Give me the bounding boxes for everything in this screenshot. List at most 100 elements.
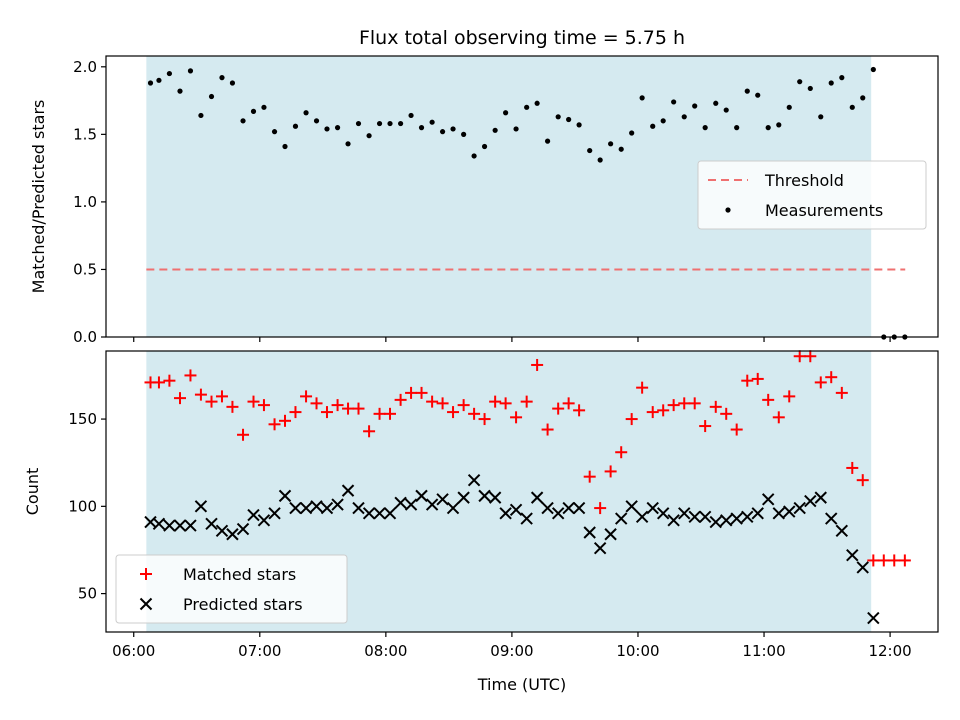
predicted-star-point: [698, 510, 712, 524]
predicted-star-point-b: [415, 489, 428, 503]
predicted-star-point: [625, 500, 638, 513]
predicted-star-point-b: [625, 500, 638, 513]
matched-star-point: [215, 390, 228, 403]
predicted-star-point: [772, 507, 785, 520]
matched-star-point: [310, 397, 323, 410]
predicted-star-point-b: [783, 505, 796, 518]
predicted-star-point-b: [867, 611, 880, 625]
measurement-point: [597, 157, 603, 163]
measurement-point: [650, 123, 656, 129]
predicted-star-point: [541, 501, 554, 515]
matched-star-point: [898, 554, 911, 567]
predicted-star-point-b: [173, 519, 187, 532]
measurement-point: [429, 119, 435, 125]
predicted-star-point: [257, 514, 271, 527]
predicted-star-point: [583, 526, 596, 539]
predicted-star-point: [688, 510, 701, 524]
predicted-star-point: [572, 501, 586, 515]
predicted-star-point: [184, 519, 197, 532]
measurement-point: [166, 70, 173, 77]
predicted-star-point-b: [846, 548, 859, 562]
predicted-star-point-b: [656, 507, 670, 520]
measurement-point: [723, 107, 729, 113]
ratio-panel: 0.00.51.01.52.0 Matched/Predicted stars …: [29, 55, 939, 346]
matched-star-point: [688, 397, 701, 410]
matched-star-point: [583, 470, 596, 483]
predicted-star-point-b: [278, 489, 292, 503]
matched-star-point: [342, 402, 355, 415]
predicted-star-point: [404, 498, 418, 511]
predicted-star-point-b: [730, 512, 743, 525]
predicted-star-point: [814, 491, 827, 504]
matched-star-point: [384, 407, 397, 420]
measurement-point: [566, 116, 572, 123]
measurement-point: [713, 100, 719, 106]
measurement-point: [366, 133, 372, 139]
predicted-star-point-b: [835, 524, 849, 537]
measurement-point: [870, 66, 876, 73]
predicted-star-point: [446, 501, 460, 515]
matched-star-point: [835, 386, 848, 399]
predicted-star-point-b: [772, 507, 785, 520]
measurement-point: [240, 118, 246, 124]
predicted-star-point-b: [226, 528, 239, 541]
matched-star-point: [730, 423, 743, 436]
predicted-star-point-b: [215, 524, 229, 537]
predicted-star-point: [741, 510, 754, 524]
measurement-point: [818, 114, 824, 120]
predicted-star-point: [268, 507, 281, 520]
measurement-point: [334, 125, 341, 131]
measurement-point: [692, 103, 698, 109]
predicted-star-point: [310, 500, 323, 513]
predicted-star-point-b: [604, 528, 617, 541]
predicted-star-point-b: [247, 508, 260, 522]
matched-star-point: [415, 386, 428, 399]
x-axis-label: Time (UTC): [477, 675, 566, 694]
predicted-star-point-b: [236, 522, 250, 536]
measurement-point: [576, 122, 582, 128]
predicted-star-point-b: [530, 491, 544, 504]
predicted-star-point-b: [520, 512, 533, 525]
ratio-axes-frame: [105, 55, 939, 338]
measurement-point: [261, 104, 267, 110]
predicted-star-point: [615, 512, 628, 525]
predicted-star-point: [173, 519, 187, 532]
matched-star-point: [636, 381, 649, 394]
predicted-star-point-b: [709, 515, 722, 529]
matched-star-point: [699, 420, 712, 433]
predicted-star-point-b: [646, 501, 659, 515]
matched-star-point: [289, 406, 302, 419]
matched-star-point: [762, 393, 775, 406]
predicted-star-point-b: [425, 498, 439, 511]
predicted-star-point-b: [268, 507, 281, 520]
predicted-star-point: [352, 501, 365, 515]
predicted-star-point-b: [814, 491, 827, 504]
predicted-star-point: [331, 498, 344, 511]
matched-star-point: [279, 414, 292, 427]
matched-star-point: [436, 397, 449, 410]
predicted-star-point: [394, 496, 407, 510]
matched-star-point: [320, 406, 333, 419]
predicted-star-point: [825, 512, 838, 525]
matched-star-point: [499, 397, 512, 410]
matched-star-point: [394, 393, 407, 406]
predicted-star-point: [236, 522, 250, 536]
matched-star-point: [667, 399, 680, 412]
predicted-star-point: [709, 515, 722, 529]
count-axes-frame: [105, 350, 939, 633]
predicted-star-point-b: [678, 507, 691, 520]
matched-star-point: [510, 411, 523, 424]
predicted-star-point-b: [152, 517, 166, 530]
count-plot-area: [144, 350, 911, 625]
count-panel: 50 100 150 06:00 07:00 08:00 09:00 10:00 11:00 1…: [23, 350, 939, 694]
y-tick-label: 0.0: [73, 328, 97, 346]
predicted-star-point-b: [436, 493, 449, 506]
measurement-point: [229, 80, 236, 86]
matched-star-point: [783, 390, 796, 403]
measurement-point: [271, 129, 278, 135]
predicted-star-point: [467, 473, 481, 487]
predicted-star-point-b: [825, 512, 838, 525]
ratio-plot-area: [146, 66, 908, 340]
predicted-star-point-b: [352, 501, 365, 515]
